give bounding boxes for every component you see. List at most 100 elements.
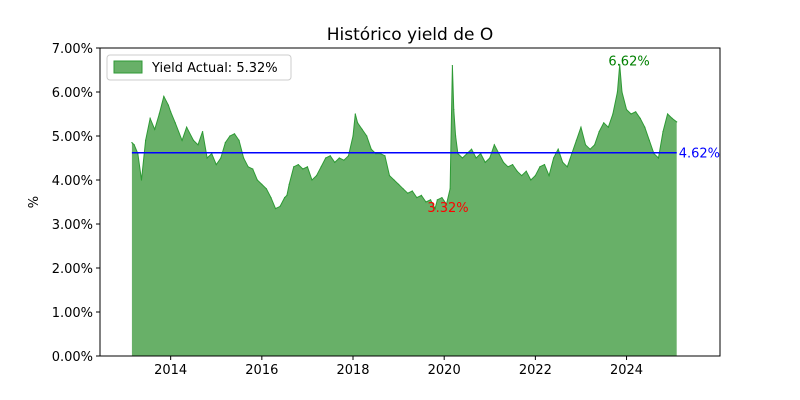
x-tick-label: 2014 bbox=[154, 363, 187, 378]
data-point bbox=[131, 142, 133, 144]
data-point bbox=[676, 121, 678, 123]
data-point bbox=[270, 197, 272, 199]
x-tick-label: 2022 bbox=[519, 363, 552, 378]
data-point bbox=[553, 157, 555, 159]
data-point bbox=[420, 194, 422, 196]
data-point bbox=[603, 122, 605, 124]
data-point bbox=[451, 65, 453, 67]
data-point bbox=[489, 157, 491, 159]
min-annotation: 3.32% bbox=[427, 201, 468, 216]
data-point bbox=[256, 179, 258, 181]
data-point bbox=[598, 131, 600, 133]
data-point bbox=[238, 139, 240, 141]
data-point bbox=[252, 168, 254, 170]
data-point bbox=[441, 197, 443, 199]
data-point bbox=[215, 164, 217, 166]
y-tick-label: 3.00% bbox=[52, 218, 93, 233]
data-point bbox=[589, 148, 591, 150]
data-point bbox=[411, 190, 413, 192]
data-point bbox=[284, 197, 286, 199]
x-axis: 2014 2016 2018 2020 2022 2024 bbox=[154, 356, 643, 378]
data-point bbox=[475, 157, 477, 159]
y-axis-label: % bbox=[27, 196, 42, 208]
data-point bbox=[445, 203, 448, 205]
data-point bbox=[607, 126, 609, 128]
data-point bbox=[666, 113, 669, 115]
y-tick-label: 0.00% bbox=[52, 350, 93, 365]
data-point bbox=[425, 201, 427, 203]
data-point bbox=[306, 166, 309, 168]
data-point bbox=[224, 142, 226, 144]
data-point bbox=[186, 126, 188, 128]
data-point bbox=[288, 183, 290, 185]
data-point bbox=[163, 95, 165, 97]
data-point bbox=[325, 157, 327, 159]
data-point bbox=[453, 109, 455, 111]
data-point bbox=[265, 188, 267, 190]
data-point bbox=[170, 111, 172, 113]
x-tick-label: 2024 bbox=[610, 363, 643, 378]
data-point bbox=[384, 155, 386, 157]
data-point bbox=[470, 148, 473, 150]
data-point bbox=[635, 111, 637, 113]
data-point bbox=[347, 155, 350, 157]
data-point bbox=[261, 183, 263, 185]
data-point bbox=[416, 197, 418, 199]
data-point bbox=[293, 166, 295, 168]
data-point bbox=[174, 122, 176, 124]
data-point bbox=[158, 113, 160, 115]
data-point bbox=[539, 166, 541, 168]
data-point bbox=[149, 117, 151, 119]
data-point bbox=[311, 179, 313, 181]
data-point bbox=[407, 192, 409, 194]
data-point bbox=[625, 109, 628, 111]
y-tick-label: 2.00% bbox=[52, 262, 93, 277]
data-point bbox=[566, 166, 568, 168]
data-point bbox=[133, 144, 135, 146]
max-annotation: 6.62% bbox=[608, 55, 649, 70]
plot-area bbox=[131, 64, 678, 356]
x-tick-label: 2018 bbox=[336, 363, 369, 378]
y-axis: 0.00% 1.00% 2.00% 3.00% 4.00% 5.00% 6.00% 7.00% bbox=[52, 42, 100, 365]
data-point bbox=[140, 179, 143, 181]
data-point bbox=[434, 208, 436, 210]
data-point bbox=[612, 113, 614, 115]
data-point bbox=[562, 161, 564, 163]
data-point bbox=[233, 133, 236, 135]
data-point bbox=[594, 144, 596, 146]
data-point bbox=[393, 179, 395, 181]
data-point bbox=[356, 122, 359, 124]
data-point bbox=[197, 144, 199, 146]
data-point bbox=[548, 175, 550, 177]
data-point bbox=[580, 126, 582, 128]
data-point bbox=[648, 139, 650, 141]
data-point bbox=[206, 157, 208, 159]
data-point bbox=[484, 161, 486, 163]
data-point bbox=[338, 157, 340, 159]
y-tick-label: 7.00% bbox=[52, 42, 93, 57]
data-point bbox=[644, 126, 646, 128]
data-point bbox=[671, 117, 673, 119]
data-point bbox=[366, 135, 368, 137]
data-point bbox=[521, 175, 523, 177]
data-point bbox=[502, 161, 505, 163]
legend-box bbox=[106, 54, 292, 81]
y-tick-label: 5.00% bbox=[52, 130, 93, 145]
data-point bbox=[543, 164, 546, 166]
legend-label: Yield Actual: 5.32% bbox=[151, 61, 278, 76]
data-point bbox=[436, 199, 438, 201]
data-point bbox=[274, 208, 277, 210]
data-point bbox=[370, 148, 372, 150]
data-point bbox=[352, 135, 354, 137]
y-tick-label: 6.00% bbox=[52, 86, 93, 101]
data-point bbox=[530, 179, 532, 181]
data-point bbox=[167, 104, 169, 106]
data-point bbox=[619, 64, 621, 66]
data-point bbox=[201, 131, 204, 133]
data-point bbox=[297, 164, 299, 166]
data-point bbox=[662, 131, 664, 133]
data-point bbox=[181, 139, 183, 141]
axes-frame bbox=[99, 47, 721, 357]
data-point bbox=[616, 91, 619, 93]
